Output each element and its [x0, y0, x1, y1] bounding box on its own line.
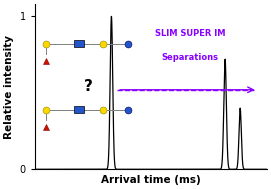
Text: ?: ?	[84, 79, 93, 94]
X-axis label: Arrival time (ms): Arrival time (ms)	[101, 175, 201, 185]
FancyBboxPatch shape	[74, 40, 84, 47]
Text: Separations: Separations	[162, 53, 219, 61]
FancyBboxPatch shape	[74, 106, 84, 113]
Y-axis label: Relative intensity: Relative intensity	[4, 35, 14, 139]
Text: SLIM SUPER IM: SLIM SUPER IM	[155, 29, 225, 38]
